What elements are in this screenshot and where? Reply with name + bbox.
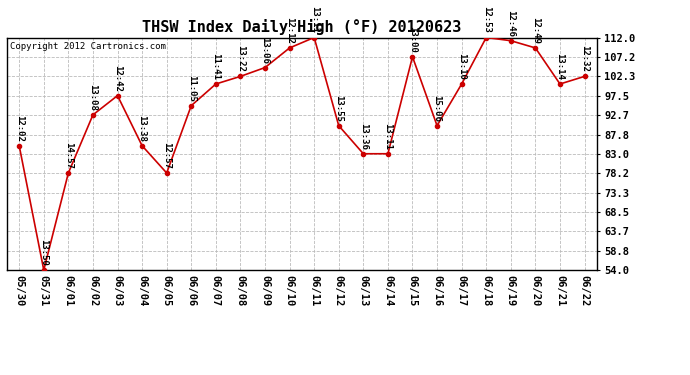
Text: 13:38: 13:38 xyxy=(137,115,146,142)
Text: Copyright 2012 Cartronics.com: Copyright 2012 Cartronics.com xyxy=(10,42,166,51)
Text: 12:53: 12:53 xyxy=(482,6,491,33)
Text: 15:06: 15:06 xyxy=(433,94,442,122)
Text: 13:11: 13:11 xyxy=(384,123,393,150)
Text: 12:12: 12:12 xyxy=(285,17,294,44)
Text: 12:42: 12:42 xyxy=(113,64,122,92)
Text: 13:14: 13:14 xyxy=(555,53,564,80)
Text: 13:11: 13:11 xyxy=(310,6,319,33)
Text: 13:36: 13:36 xyxy=(359,123,368,150)
Text: 13:08: 13:08 xyxy=(88,84,97,111)
Text: 13:55: 13:55 xyxy=(334,94,343,122)
Text: 11:41: 11:41 xyxy=(211,53,220,80)
Text: 13:06: 13:06 xyxy=(261,36,270,63)
Text: 12:46: 12:46 xyxy=(506,10,515,36)
Text: 13:00: 13:00 xyxy=(408,26,417,53)
Text: 12:49: 12:49 xyxy=(531,17,540,44)
Title: THSW Index Daily High (°F) 20120623: THSW Index Daily High (°F) 20120623 xyxy=(142,19,462,35)
Text: 14:57: 14:57 xyxy=(64,142,73,169)
Text: 12:57: 12:57 xyxy=(162,142,171,169)
Text: 13:50: 13:50 xyxy=(39,239,48,266)
Text: 13:10: 13:10 xyxy=(457,53,466,80)
Text: 11:05: 11:05 xyxy=(187,75,196,102)
Text: 12:02: 12:02 xyxy=(14,115,23,142)
Text: 12:32: 12:32 xyxy=(580,45,589,72)
Text: 13:22: 13:22 xyxy=(236,45,245,72)
